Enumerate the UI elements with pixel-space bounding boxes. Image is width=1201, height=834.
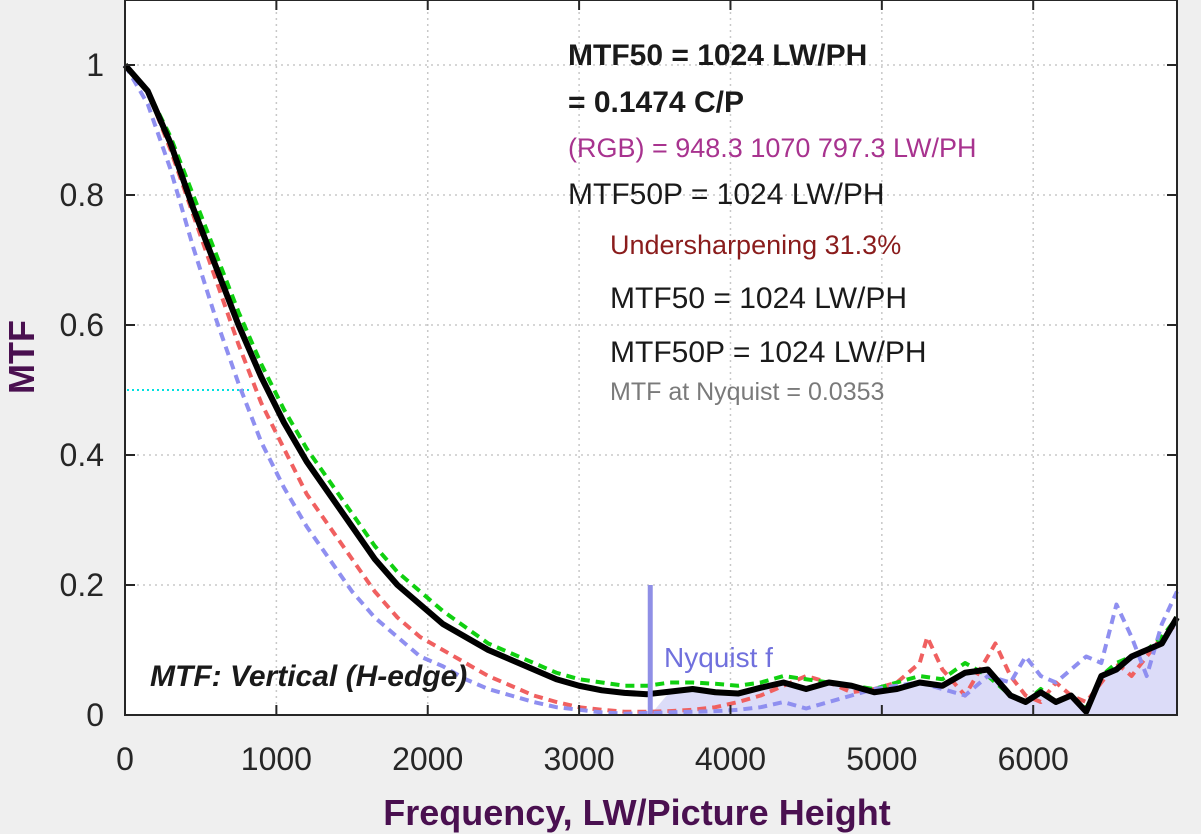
chart-title: MTF: Vertical (H-edge) xyxy=(150,660,467,693)
annotation-mtf-at-nyquist: MTF at Nyquist = 0.0353 xyxy=(610,378,884,406)
x-tick-label: 1000 xyxy=(241,741,312,777)
x-tick-label: 3000 xyxy=(544,741,615,777)
y-axis-title: MTF xyxy=(1,320,42,394)
annotation-mtf50p: MTF50P = 1024 LW/PH xyxy=(568,178,885,211)
x-tick-label: 2000 xyxy=(392,741,463,777)
x-tick-label: 0 xyxy=(116,741,134,777)
annotation-cycles-per-pixel: = 0.1474 C/P xyxy=(568,86,744,119)
series-line-b xyxy=(123,63,1179,716)
annotation-mtf50-standardized: MTF50 = 1024 LW/PH xyxy=(610,282,907,315)
x-tick-label: 5000 xyxy=(846,741,917,777)
y-tick-label: 0 xyxy=(86,697,104,733)
x-tick-label: 6000 xyxy=(998,741,1069,777)
y-tick-label: 0.4 xyxy=(60,437,104,473)
x-tick-label: 4000 xyxy=(695,741,766,777)
axis-ticks: 0 1000 2000 3000 4000 5000 6000 0 0.2 0.4 0.6 0.8 1 xyxy=(60,0,1177,777)
plot-frame xyxy=(124,0,1178,716)
y-tick-label: 0.6 xyxy=(60,307,104,343)
series-layer xyxy=(122,63,1180,716)
y-tick-label: 1 xyxy=(86,47,104,83)
y-tick-label: 0.8 xyxy=(60,177,104,213)
x-axis-title: Frequency, LW/Picture Height xyxy=(383,792,890,833)
annotation-mtf50p-standardized: MTF50P = 1024 LW/PH xyxy=(610,336,927,369)
mtf-fill-area xyxy=(650,617,1177,715)
nyquist-label: Nyquist f xyxy=(664,642,773,673)
y-tick-label: 0.2 xyxy=(60,567,104,603)
annotation-undersharpening: Undersharpening 31.3% xyxy=(610,230,901,260)
series-line-y xyxy=(122,63,1180,715)
annotation-rgb: (RGB) = 948.3 1070 797.3 LW/PH xyxy=(568,133,976,163)
annotation-mtf50: MTF50 = 1024 LW/PH xyxy=(568,39,867,72)
